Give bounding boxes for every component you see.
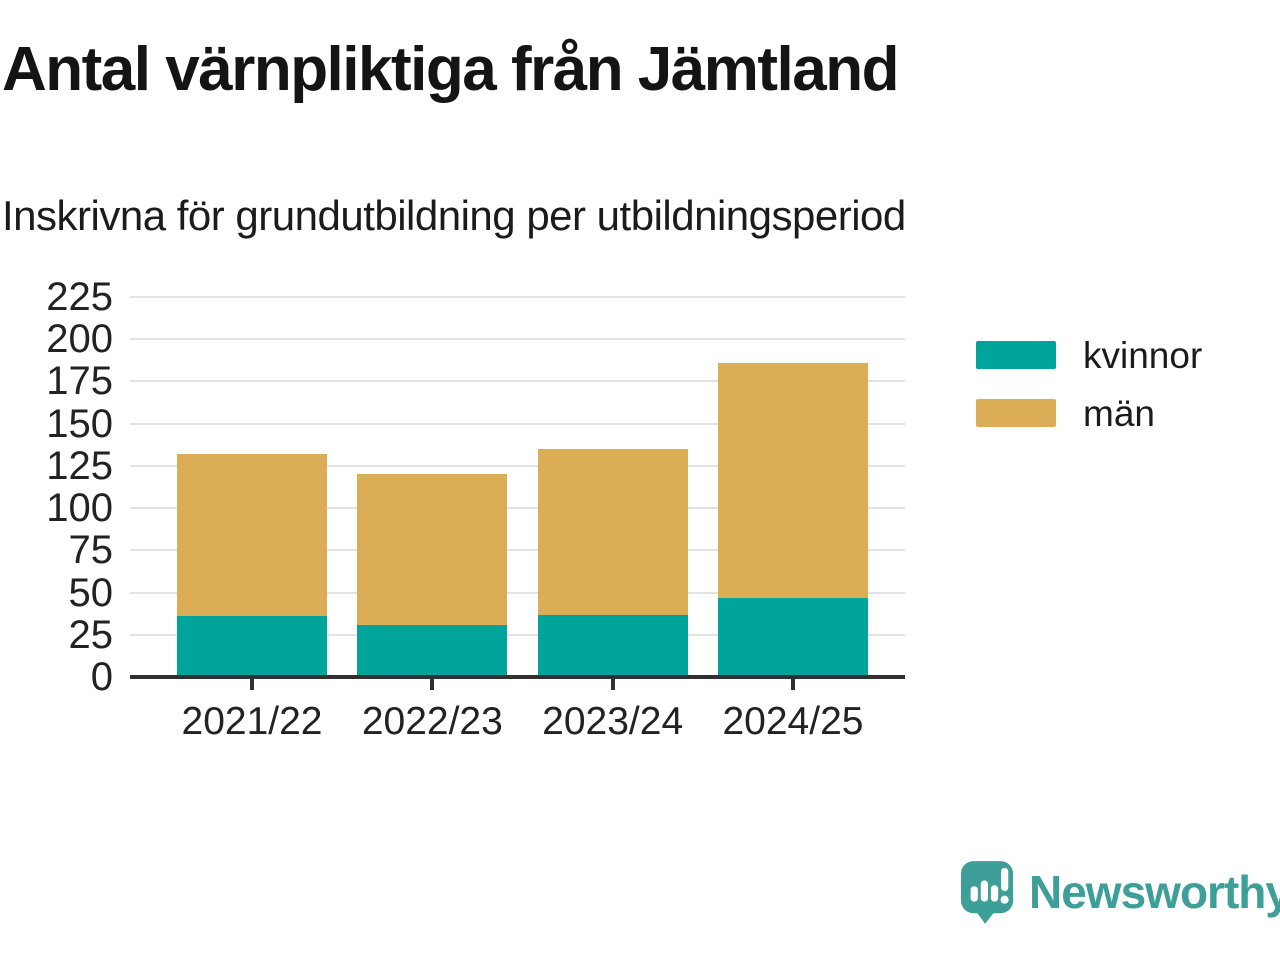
x-axis-tick (430, 679, 435, 690)
gridline (130, 464, 905, 467)
brand-footer: Newsworthy (960, 860, 1280, 924)
gridline (130, 591, 905, 594)
chart-subtitle: Inskrivna för grundutbildning per utbild… (2, 192, 906, 239)
bar-segment-kvinnor (357, 624, 508, 677)
bar-segment-män (357, 474, 508, 625)
gridline (130, 296, 905, 298)
y-axis-tick-label: 225 (46, 275, 113, 319)
newsworthy-logo-icon (960, 861, 1014, 924)
gridline (130, 507, 905, 510)
legend-swatch-kvinnor (976, 341, 1056, 369)
legend-label: kvinnor (1083, 334, 1203, 376)
x-axis-tick-label: 2023/24 (542, 700, 684, 743)
y-axis-tick-label: 125 (46, 443, 113, 488)
gridline (130, 633, 905, 636)
bar-segment-män (717, 362, 868, 598)
y-axis-tick-label: 0 (90, 655, 113, 699)
gridline (130, 380, 905, 383)
y-axis-tick-label: 75 (68, 528, 114, 573)
x-axis-tick (790, 679, 795, 690)
bar-segment-kvinnor (717, 597, 868, 677)
legend-swatch-män (976, 399, 1056, 427)
chart-title: Antal värnpliktiga från Jämtland (2, 35, 900, 104)
gridline (130, 338, 905, 341)
gridline (130, 549, 905, 552)
y-axis-tick-label: 175 (46, 359, 113, 404)
legend-label: män (1083, 392, 1155, 434)
y-axis-tick-label: 100 (46, 486, 113, 531)
y-axis-tick-label: 50 (68, 570, 114, 615)
bar-segment-kvinnor (537, 614, 688, 677)
legend-item-män: män (976, 395, 1202, 432)
brand-name: Newsworthy (1029, 866, 1280, 918)
bar-segment-män (177, 454, 327, 617)
x-axis-tick (610, 679, 615, 690)
x-axis-tick-label: 2021/22 (181, 700, 323, 743)
x-axis-tick-label: 2022/23 (361, 700, 503, 743)
y-axis-tick-label: 25 (68, 612, 114, 657)
x-axis-tick (250, 679, 254, 690)
y-axis-tick-label: 200 (46, 317, 113, 362)
legend: kvinnor män (976, 337, 1202, 457)
bar-segment-män (537, 449, 688, 615)
x-axis-tick-label: 2024/25 (722, 700, 864, 743)
legend-item-kvinnor: kvinnor (976, 337, 1202, 374)
bar-segment-kvinnor (177, 616, 327, 677)
x-axis-line (130, 675, 905, 679)
gridline (130, 422, 905, 425)
y-axis-tick-label: 150 (46, 401, 113, 446)
